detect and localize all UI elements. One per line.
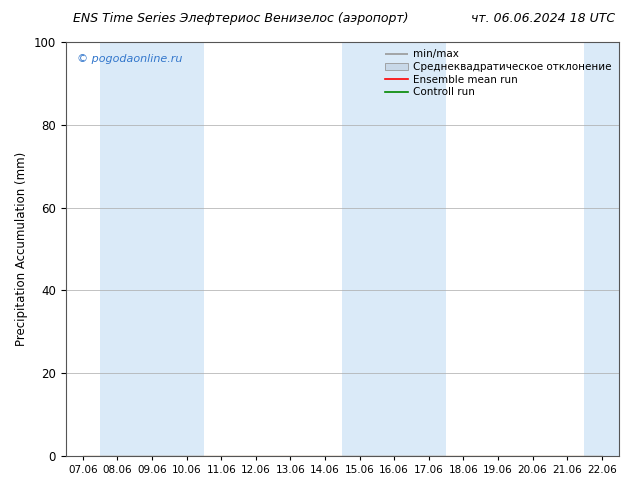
Text: чт. 06.06.2024 18 UTC: чт. 06.06.2024 18 UTC [471, 12, 615, 25]
Legend: min/max, Среднеквадратическое отклонение, Ensemble mean run, Controll run: min/max, Среднеквадратическое отклонение… [383, 47, 614, 99]
Y-axis label: Precipitation Accumulation (mm): Precipitation Accumulation (mm) [15, 152, 28, 346]
Bar [342, 42, 446, 456]
Text: ENS Time Series Элефтериос Венизелос (аэропорт): ENS Time Series Элефтериос Венизелос (аэ… [73, 12, 409, 25]
Bar [585, 42, 619, 456]
Bar [100, 42, 204, 456]
Text: © pogodaonline.ru: © pogodaonline.ru [77, 54, 182, 65]
